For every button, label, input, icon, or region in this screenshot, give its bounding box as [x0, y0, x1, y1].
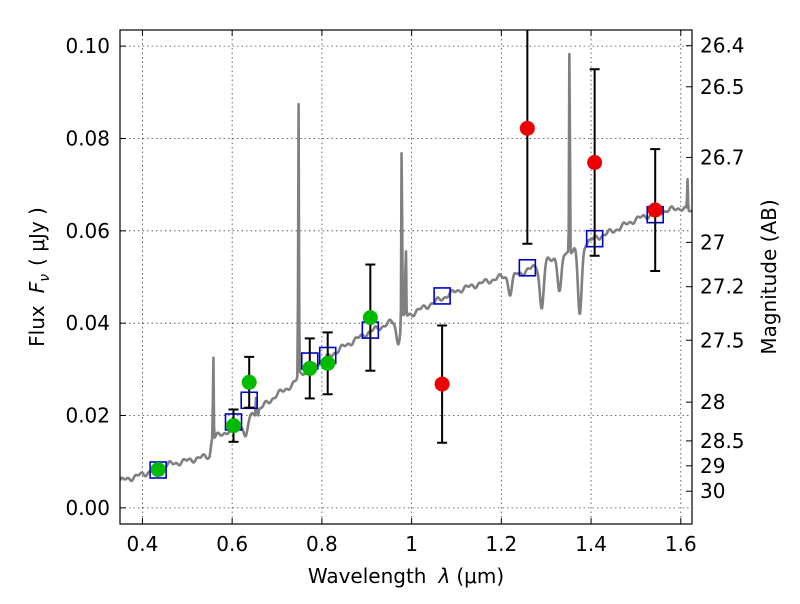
mag-tick-label: 28: [700, 390, 725, 414]
axis-ticks: 0.4 0.6 0.8 1 1.2 1.4 1.6 0.00 0.02 0.04 0.06 0.08 0…: [65, 30, 745, 556]
y2-axis-label: Magnitude (AB): [757, 199, 781, 354]
data-point: [226, 418, 242, 434]
mag-tick-label: 29: [700, 454, 725, 478]
data-point: [320, 355, 336, 371]
model-flux-square: [433, 287, 451, 305]
sed-spectrum-line: [120, 52, 692, 483]
y-tick-label: 0.00: [65, 496, 110, 520]
observed-photometry: [150, 30, 663, 478]
mag-tick-label: 30: [700, 479, 725, 503]
x-tick-label: 1: [405, 532, 418, 556]
x-tick-label: 0.8: [306, 532, 338, 556]
data-point: [362, 310, 378, 326]
mag-tick-label: 27.2: [700, 275, 745, 299]
mag-tick-label: 26.4: [700, 34, 745, 58]
y-axis-label: FluxFν( μJy ): [25, 207, 53, 347]
x-tick-label: 1.6: [665, 532, 697, 556]
y-tick-label: 0.10: [65, 34, 110, 58]
x-tick-label: 0.6: [216, 532, 248, 556]
mag-tick-label: 26.5: [700, 75, 745, 99]
y-tick-label: 0.02: [65, 404, 110, 428]
y-tick-label: 0.04: [65, 311, 110, 335]
plot-frame: [119, 29, 693, 525]
data-point: [519, 120, 535, 136]
model-flux-square: [149, 461, 167, 479]
model-flux-square: [518, 258, 537, 277]
data-point: [302, 360, 318, 376]
data-point: [241, 374, 257, 390]
x-axis-label: Wavelength λ (μm): [308, 564, 504, 588]
x-tick-label: 1.4: [575, 532, 607, 556]
data-point: [647, 202, 663, 218]
mag-tick-label: 27.5: [700, 328, 745, 352]
sed-model-spectrum: [120, 52, 692, 483]
mag-tick-label: 27: [700, 230, 725, 254]
mag-tick-label: 28.5: [700, 429, 745, 453]
grid-lines: [120, 30, 692, 524]
y-tick-label: 0.06: [65, 219, 110, 243]
x-tick-label: 0.4: [127, 532, 159, 556]
x-tick-label: 1.2: [485, 532, 517, 556]
data-point: [434, 376, 450, 392]
data-point: [150, 462, 166, 478]
mag-tick-label: 26.7: [700, 145, 745, 169]
y-tick-label: 0.08: [65, 126, 110, 150]
data-point: [587, 155, 603, 171]
